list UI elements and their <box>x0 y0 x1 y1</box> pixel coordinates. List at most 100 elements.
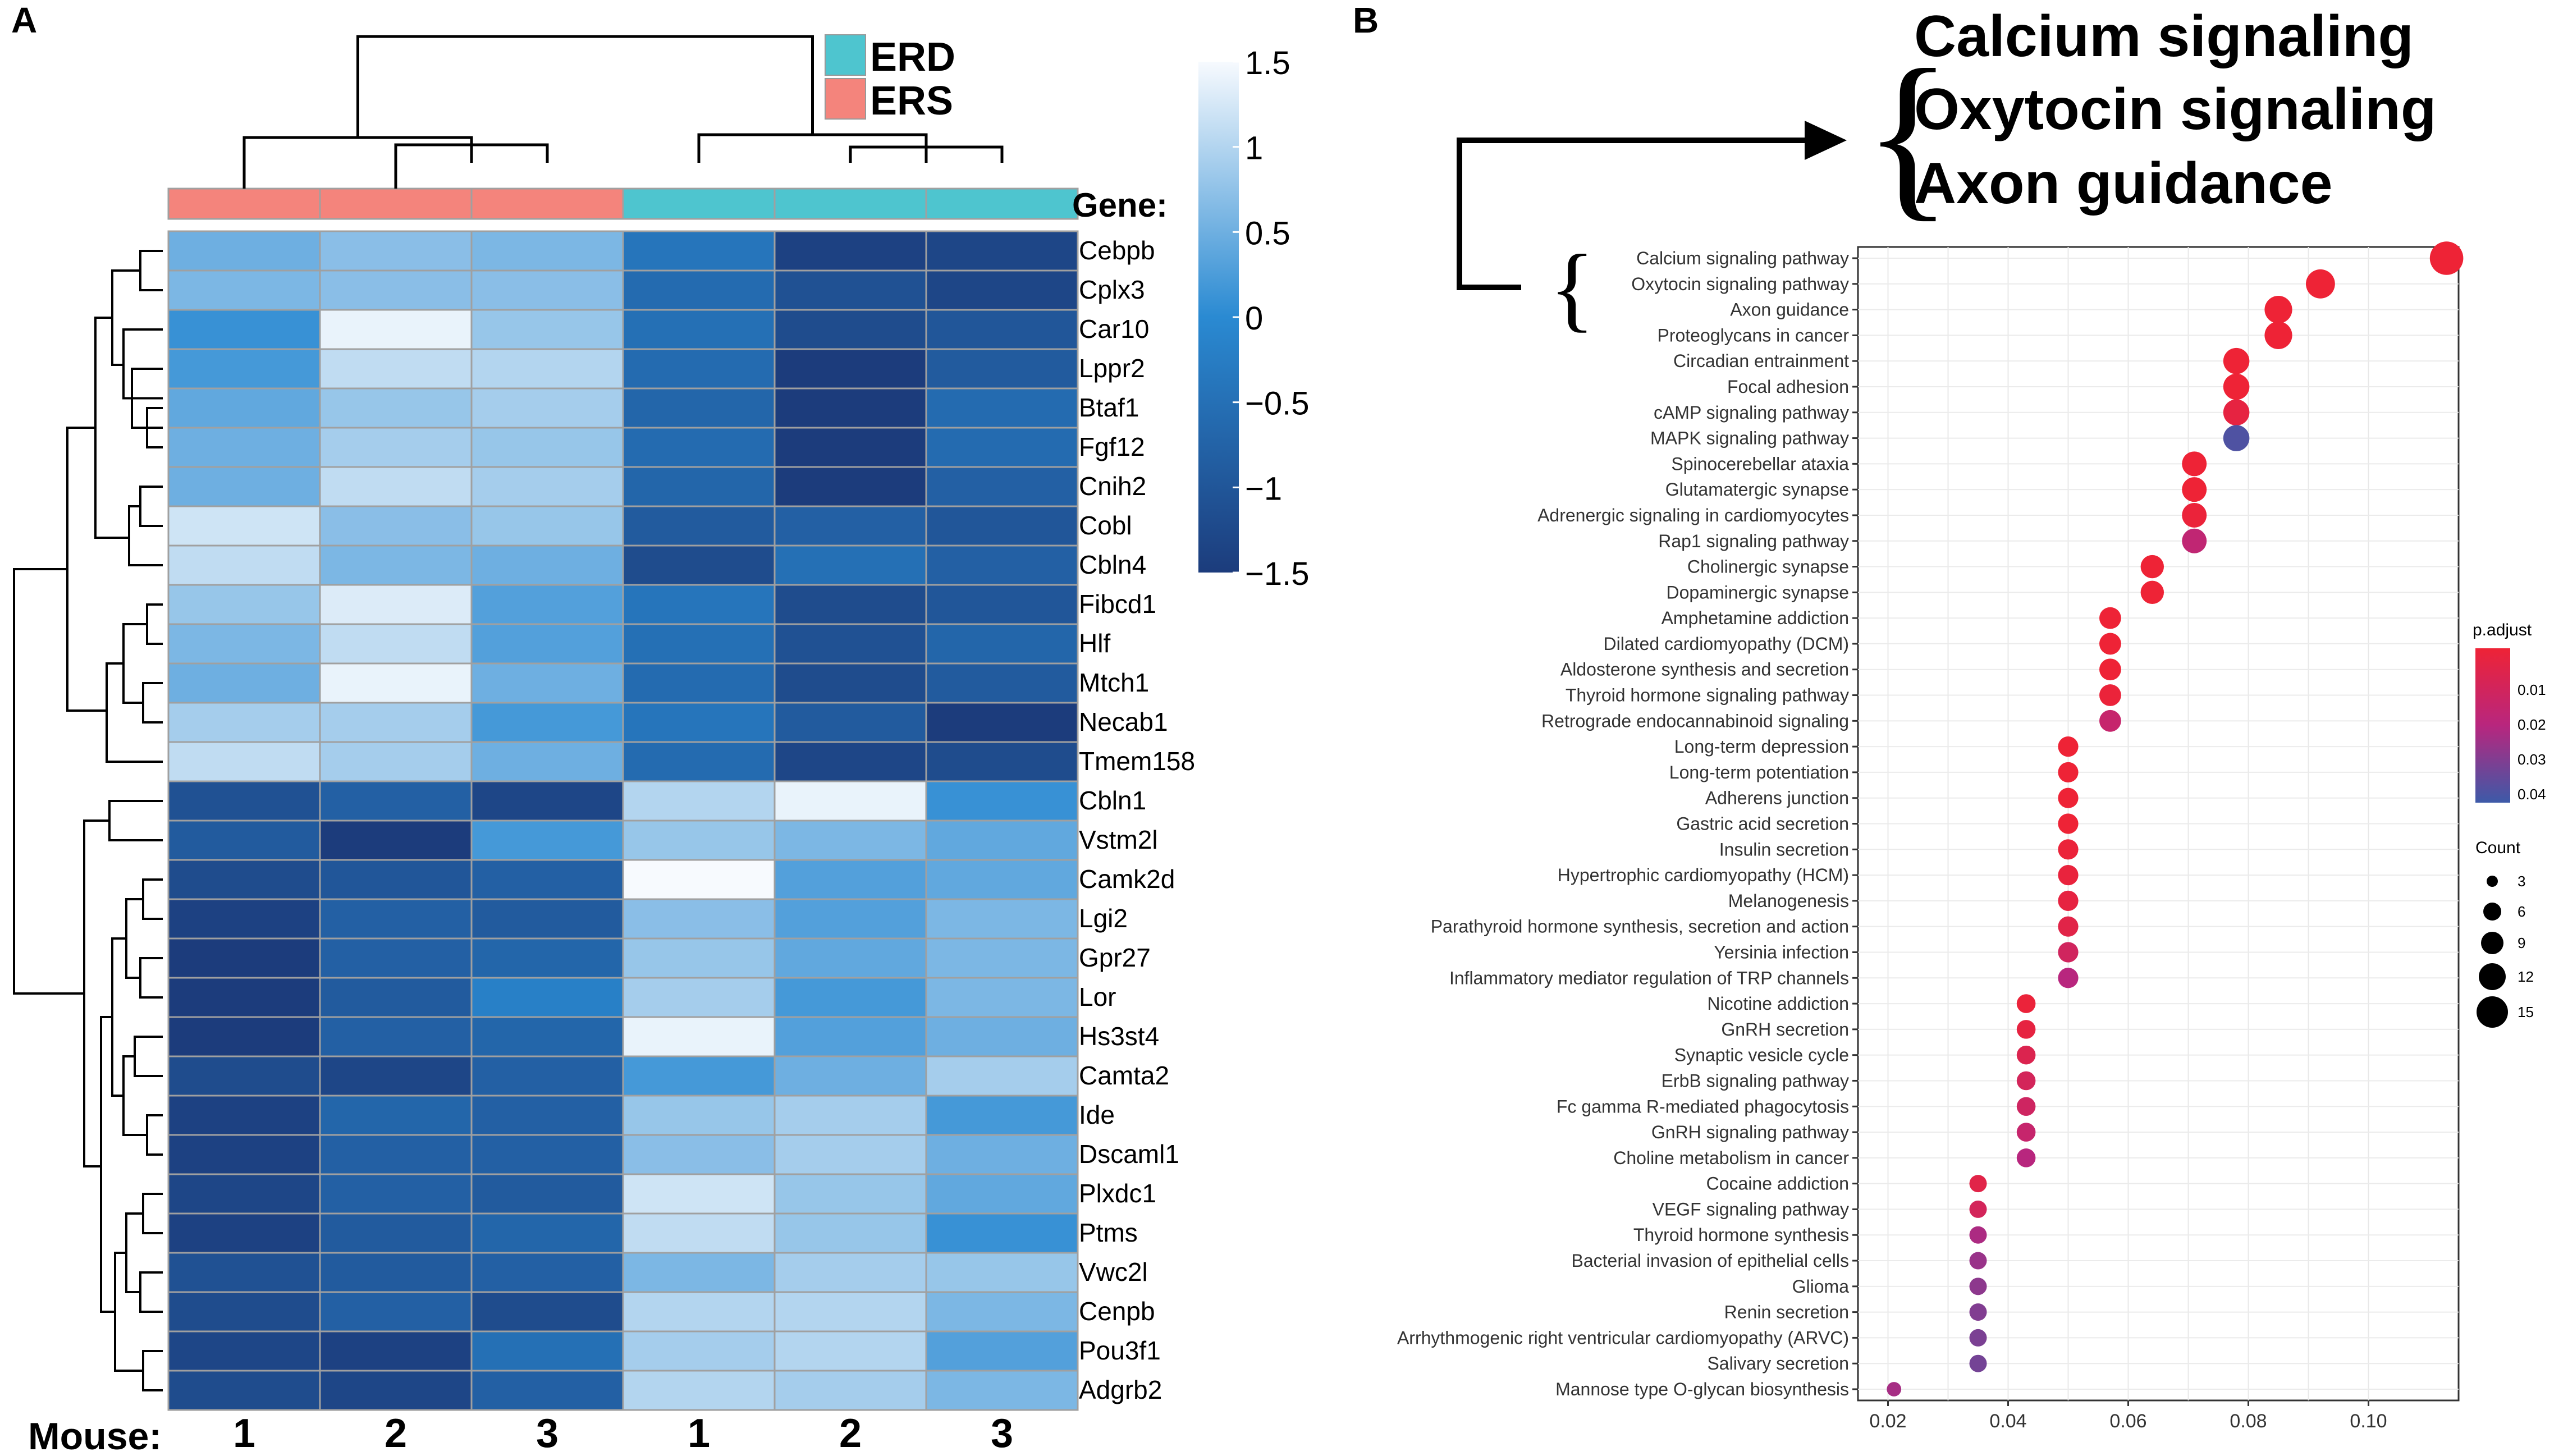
term-dot <box>2016 994 2036 1013</box>
heatmap-cell <box>925 505 1079 547</box>
heatmap-cell <box>470 780 624 822</box>
term-dot <box>2099 684 2121 706</box>
heatmap-cell <box>622 741 776 782</box>
gene-label: Car10 <box>1079 314 1149 344</box>
padj-tick-3: 0.03 <box>2518 751 2546 768</box>
term-label: Spinocerebellar ataxia <box>1671 454 1849 474</box>
term-label: Inflammatory mediator regulation of TRP … <box>1449 968 1849 988</box>
heatmap-cell <box>319 702 473 743</box>
legend-swatch-ers <box>825 78 866 120</box>
heatmap-cell <box>773 977 927 1018</box>
group-annotation-cell <box>925 187 1079 220</box>
heatmap-cell <box>925 662 1079 704</box>
term-dot <box>1969 1200 1987 1218</box>
heatmap-cell <box>470 662 624 704</box>
heatmap-cell <box>925 1095 1079 1136</box>
term-label: Adrenergic signaling in cardiomyocytes <box>1537 505 1849 525</box>
gene-label: Cbln1 <box>1079 786 1146 815</box>
mouse-number: 1 <box>233 1411 255 1456</box>
term-label: MAPK signaling pathway <box>1650 428 1849 448</box>
heatmap-cell <box>622 544 776 586</box>
gene-label: Tmem158 <box>1079 747 1195 776</box>
heatmap-cell <box>622 584 776 625</box>
heatmap-cell <box>167 859 321 900</box>
heatmap-cell <box>925 269 1079 311</box>
row-dendrogram-branch <box>128 505 163 566</box>
heatmap-cell <box>319 1330 473 1372</box>
bracket-term-3: Axon guidance <box>1914 151 2332 216</box>
heatmap-cell <box>925 309 1079 350</box>
term-dot <box>2182 502 2207 528</box>
term-label: Dopaminergic synapse <box>1667 582 1850 602</box>
heatmap-cell <box>167 505 321 547</box>
heatmap-cell <box>773 623 927 665</box>
heatmap-cell <box>167 584 321 625</box>
term-label: Amphetamine addiction <box>1662 608 1849 628</box>
term-dot <box>2016 1071 2036 1091</box>
term-label: ErbB signaling pathway <box>1662 1070 1849 1091</box>
gene-label: Lppr2 <box>1079 354 1145 383</box>
bracket-term-1: Calcium signaling <box>1914 4 2414 69</box>
term-dot <box>2058 787 2079 808</box>
heatmap-cell <box>925 1016 1079 1057</box>
heatmap-cell <box>167 662 321 704</box>
heatmap-cell <box>167 1330 321 1372</box>
heatmap-cell <box>925 1173 1079 1215</box>
heatmap-cell <box>925 977 1079 1018</box>
heatmap-cell <box>773 1212 927 1254</box>
term-label: VEGF signaling pathway <box>1653 1199 1849 1219</box>
heatmap-cell <box>622 977 776 1018</box>
heatmap-cell <box>470 1134 624 1175</box>
heatmap-cell <box>167 1291 321 1333</box>
term-dot <box>2223 399 2250 426</box>
term-label: Gastric acid secretion <box>1676 814 1849 834</box>
count-tick-6: 6 <box>2518 903 2525 920</box>
count-tick-9: 9 <box>2518 935 2525 951</box>
term-label: Dilated cardiomyopathy (DCM) <box>1604 634 1849 654</box>
term-label: Retrograde endocannabinoid signaling <box>1541 711 1849 731</box>
heatmap-cell <box>773 741 927 782</box>
term-label: Rap1 signaling pathway <box>1658 531 1849 551</box>
heatmap-cell <box>925 1330 1079 1372</box>
heatmap-cell <box>925 702 1079 743</box>
term-label: Thyroid hormone synthesis <box>1633 1225 1849 1245</box>
heatmap-cell <box>470 859 624 900</box>
term-dot <box>2099 633 2121 655</box>
row-dendrogram-branch <box>142 1193 163 1234</box>
term-label: Proteoglycans in cancer <box>1657 325 1849 345</box>
gene-label: Cplx3 <box>1079 275 1145 304</box>
panel-label-a: A <box>11 0 37 40</box>
term-dot <box>2099 658 2121 681</box>
heatmap-cell <box>622 1095 776 1136</box>
term-dot <box>2223 425 2250 451</box>
heatmap-cell <box>167 898 321 940</box>
term-dot <box>2058 968 2079 988</box>
heatmap-cell <box>167 702 321 743</box>
big-brace: { <box>1864 32 1952 237</box>
column-dendrogram-branch <box>356 35 814 138</box>
row-dendrogram-branch <box>106 662 163 763</box>
term-dot <box>2058 916 2079 937</box>
heatmap-cell <box>470 977 624 1018</box>
term-dot <box>2058 736 2079 757</box>
panel-label-b: B <box>1353 0 1379 40</box>
term-dot <box>2182 451 2207 477</box>
count-legend-dot-3 <box>2487 876 2498 887</box>
term-label: Nicotine addiction <box>1707 993 1849 1014</box>
heatmap-cell <box>470 1291 624 1333</box>
heatmap-cell <box>773 1291 927 1333</box>
count-legend-title: Count <box>2475 839 2521 857</box>
heatmap-cell <box>773 1134 927 1175</box>
padj-legend-title: p.adjust <box>2473 621 2532 639</box>
padj-tick-4: 0.04 <box>2518 786 2546 803</box>
heatmap-cell <box>773 230 927 272</box>
heatmap-cell <box>622 309 776 350</box>
term-label: Hypertrophic cardiomyopathy (HCM) <box>1558 865 1849 885</box>
heatmap-cell <box>622 505 776 547</box>
padj-tick-1: 0.01 <box>2518 681 2546 698</box>
row-dendrogram-branch <box>142 1350 163 1391</box>
heatmap-cell <box>925 387 1079 429</box>
term-label: Aldosterone synthesis and secretion <box>1560 660 1849 680</box>
term-label: Arrhythmogenic right ventricular cardiom… <box>1397 1327 1849 1348</box>
heatmap-cell <box>622 662 776 704</box>
